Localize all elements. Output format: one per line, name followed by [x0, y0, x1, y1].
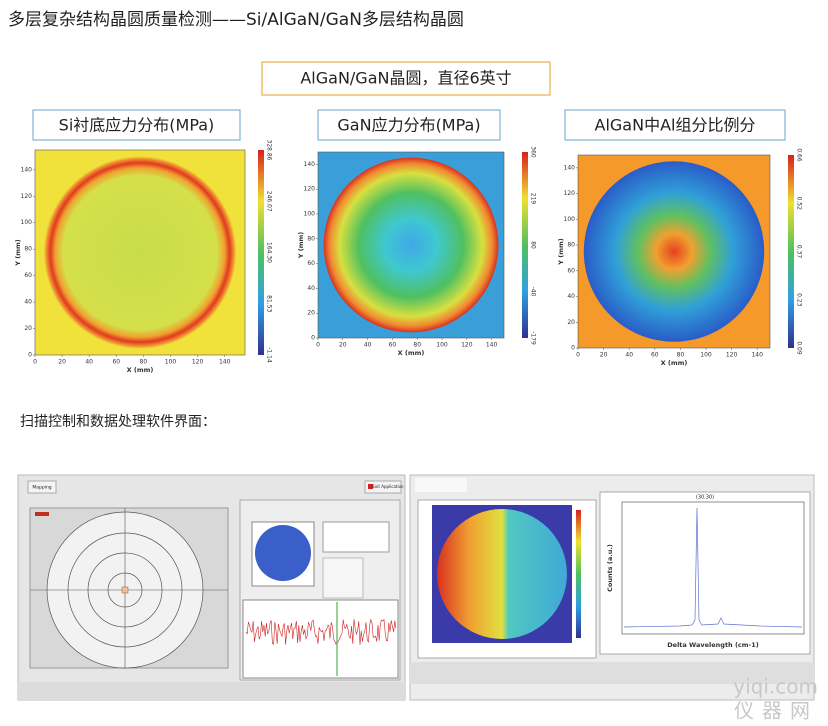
label-box: [32, 109, 241, 141]
label-box: [564, 109, 786, 141]
map-frame: [577, 154, 771, 349]
y-tick-label: 120: [564, 190, 576, 197]
y-tick-label: 100: [304, 211, 316, 218]
colorbar-label: 0.52: [796, 197, 803, 211]
y-tick-label: 100: [564, 216, 576, 223]
colorbar-label: 0.23: [796, 293, 803, 307]
screenshot-right: (30,30) Delta Wavelength (cm-1) Counts (…: [409, 474, 815, 701]
label-box: [317, 109, 501, 141]
y-tick-label: 140: [304, 161, 316, 168]
y-tick-label: 20: [24, 325, 32, 332]
x-tick-label: 0: [316, 342, 320, 349]
y-tick-label: 20: [307, 310, 315, 317]
x-tick-label: 60: [112, 359, 120, 366]
colorbar-label: -1.14: [266, 347, 273, 363]
y-tick-label: 0: [571, 345, 575, 352]
y-tick-label: 20: [567, 319, 575, 326]
x-tick-label: 60: [651, 352, 659, 359]
x-tick-label: 40: [85, 359, 93, 366]
colorbar-label: 328.86: [266, 140, 273, 161]
y-tick-label: 40: [24, 299, 32, 306]
y-tick-label: 140: [564, 164, 576, 171]
wafer-map: [583, 161, 765, 342]
colorbar-label: 81.53: [266, 295, 273, 312]
map-label: Si衬底应力分布(MPa): [59, 116, 215, 135]
y-tick-label: 80: [24, 246, 32, 253]
colorbar: [258, 150, 264, 355]
colorbar: [788, 155, 794, 348]
page-title: 多层复杂结构晶圆质量检测——Si/AlGaN/GaN多层结构晶圆: [8, 10, 464, 30]
x-tick-label: 40: [625, 352, 633, 359]
x-tick-label: 100: [165, 359, 177, 366]
colorbar-label: 80: [530, 241, 537, 249]
x-tick-label: 80: [140, 359, 148, 366]
map-frame: [317, 151, 505, 339]
colorbar-label: -40: [530, 287, 537, 297]
colorbar-label: -179: [530, 331, 537, 345]
y-tick-label: 60: [567, 267, 575, 274]
x-tick-label: 100: [436, 342, 448, 349]
y-tick-label: 100: [21, 219, 33, 226]
colorbar-label: 0.66: [796, 148, 803, 162]
wafer-box: [261, 61, 551, 96]
x-tick-label: 80: [413, 342, 421, 349]
y-tick-label: 0: [311, 335, 315, 342]
x-tick-label: 40: [364, 342, 372, 349]
colorbar-label: 360: [530, 146, 537, 158]
spectrum-title: (30,30): [696, 495, 714, 501]
y-tick-label: 60: [307, 260, 315, 267]
colorbar-label: 246.07: [266, 191, 273, 212]
colorbar-label: 0.37: [796, 245, 803, 259]
x-tick-label: 120: [192, 359, 204, 366]
colorbar: [522, 152, 528, 338]
colorbar-label: 219: [530, 193, 537, 205]
x-axis-label: X (mm): [661, 359, 688, 367]
x-tick-label: 80: [677, 352, 685, 359]
spectrum-x-label: Delta Wavelength (cm-1): [667, 641, 758, 649]
x-tick-label: 0: [33, 359, 37, 366]
wafer-label: AlGaN/GaN晶圆，直径6英寸: [300, 69, 511, 88]
x-axis-label: X (mm): [398, 349, 425, 357]
x-tick-label: 140: [751, 352, 763, 359]
x-tick-label: 60: [389, 342, 397, 349]
x-tick-label: 120: [461, 342, 473, 349]
x-tick-label: 140: [219, 359, 231, 366]
software-label: 扫描控制和数据处理软件界面：: [20, 414, 216, 430]
wafer-map: [43, 156, 237, 349]
y-tick-label: 60: [24, 272, 32, 279]
map-label: AlGaN中Al组分比例分: [595, 116, 756, 135]
screenshot-left: Mapping Exit Application: [17, 474, 406, 701]
watermark-site: yiqi.com: [733, 675, 818, 699]
spectrum-y-label: Counts (a.u.): [606, 544, 614, 592]
x-tick-label: 140: [486, 342, 498, 349]
y-tick-label: 140: [21, 166, 33, 173]
y-tick-label: 0: [28, 352, 32, 359]
mapping-button[interactable]: Mapping: [32, 485, 51, 491]
exit-button[interactable]: Exit Application: [372, 484, 404, 489]
map-label: GaN应力分布(MPa): [337, 116, 480, 135]
y-axis-label: Y (mm): [557, 238, 565, 265]
y-tick-label: 80: [307, 235, 315, 242]
y-axis-label: Y (mm): [14, 239, 22, 266]
y-tick-label: 120: [304, 186, 316, 193]
y-tick-label: 40: [307, 285, 315, 292]
watermark-name: 仪器网: [734, 699, 818, 723]
x-tick-label: 100: [700, 352, 712, 359]
y-tick-label: 80: [567, 242, 575, 249]
y-axis-label: Y (mm): [297, 232, 305, 259]
wafer-map: [323, 157, 499, 333]
x-tick-label: 0: [576, 352, 580, 359]
x-tick-label: 20: [339, 342, 347, 349]
y-tick-label: 120: [21, 193, 33, 200]
x-tick-label: 20: [58, 359, 66, 366]
x-tick-label: 20: [600, 352, 608, 359]
x-tick-label: 120: [726, 352, 738, 359]
map-frame: [34, 149, 246, 356]
colorbar-label: 164.30: [266, 242, 273, 263]
y-tick-label: 40: [567, 293, 575, 300]
colorbar-label: 0.09: [796, 341, 803, 355]
x-axis-label: X (mm): [127, 366, 154, 374]
